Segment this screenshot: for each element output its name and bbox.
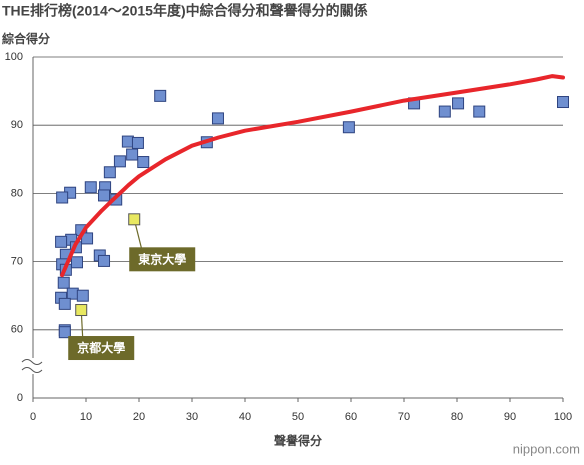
chart-title: THE排行榜(2014～2015年度)中綜合得分和聲譽得分的關係 xyxy=(2,3,368,19)
y-tick-label: 100 xyxy=(5,51,23,63)
axis-break-gap xyxy=(24,358,44,374)
point xyxy=(58,326,71,339)
point xyxy=(55,235,68,248)
point xyxy=(342,121,355,134)
x-tick-label: 50 xyxy=(292,411,304,423)
point xyxy=(113,155,126,168)
annotation-label: 東京大學 xyxy=(138,251,186,266)
point xyxy=(452,97,465,110)
x-tick-label: 80 xyxy=(451,411,463,423)
point xyxy=(84,181,97,194)
x-tick-label: 0 xyxy=(30,411,36,423)
x-tick-label: 60 xyxy=(345,411,357,423)
point xyxy=(128,213,141,226)
x-tick-label: 90 xyxy=(504,411,516,423)
source: nippon.com xyxy=(513,441,580,456)
y-tick-label: 80 xyxy=(11,187,23,199)
point xyxy=(131,136,144,149)
y-axis-label: 綜合得分 xyxy=(2,31,50,46)
annotation-box xyxy=(68,336,135,361)
point xyxy=(56,191,69,204)
x-tick-label: 10 xyxy=(80,411,92,423)
y-tick-label: 60 xyxy=(11,324,23,336)
y-tick-label: 0 xyxy=(17,392,23,404)
y-tick-label: 90 xyxy=(11,119,23,131)
x-axis-label: 聲譽得分 xyxy=(274,433,322,448)
point xyxy=(66,287,79,300)
point xyxy=(75,304,88,317)
x-tick-label: 20 xyxy=(133,411,145,423)
point xyxy=(137,156,150,169)
point xyxy=(473,105,486,118)
point xyxy=(58,297,71,310)
point xyxy=(57,276,70,289)
y-tick-label: 70 xyxy=(11,256,23,268)
point xyxy=(154,89,167,102)
point xyxy=(126,148,139,161)
x-tick-label: 40 xyxy=(239,411,251,423)
axis-break xyxy=(21,359,43,373)
point xyxy=(70,256,83,269)
point xyxy=(98,254,111,267)
grid xyxy=(33,56,563,331)
x-tick-label: 100 xyxy=(554,411,572,423)
point xyxy=(211,112,224,125)
annotation-box xyxy=(129,247,196,272)
trend-line xyxy=(60,74,565,278)
x-tick-label: 70 xyxy=(398,411,410,423)
x-tick-label: 30 xyxy=(186,411,198,423)
annotation-label: 京都大學 xyxy=(77,340,125,355)
point xyxy=(103,166,116,179)
point xyxy=(557,96,569,109)
point xyxy=(76,289,89,302)
point xyxy=(98,189,111,202)
point xyxy=(438,105,451,118)
point xyxy=(121,135,134,148)
